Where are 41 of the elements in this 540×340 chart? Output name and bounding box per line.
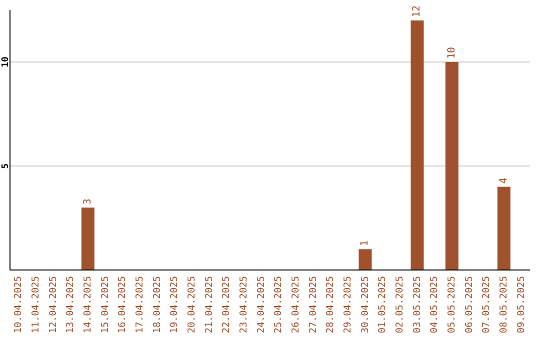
x-tick-label: 17.04.2025 xyxy=(134,276,146,334)
data-label: 4 xyxy=(498,178,510,184)
bar xyxy=(358,249,372,270)
data-label: 1 xyxy=(360,240,371,246)
x-tick-label: 25.04.2025 xyxy=(273,276,284,334)
x-tick-label: 06.05.2025 xyxy=(464,276,475,334)
x-tick-label: 13.04.2025 xyxy=(65,276,76,334)
x-tick-label: 23.04.2025 xyxy=(238,276,250,334)
x-tick-label: 24.04.2025 xyxy=(256,276,267,334)
y-tick-label: 5 xyxy=(1,163,11,169)
x-tick-label: 28.04.2025 xyxy=(325,276,336,334)
x-tick-label: 07.05.2025 xyxy=(481,276,492,334)
x-tick-label: 04.05.2025 xyxy=(429,276,440,334)
x-tick-label: 26.04.2025 xyxy=(290,276,302,334)
bar xyxy=(445,62,458,270)
x-tick-label: 18.04.2025 xyxy=(152,276,163,334)
x-tick-label: 05.05.2025 xyxy=(446,276,458,334)
x-tick-label: 03.05.2025 xyxy=(412,276,423,334)
x-tick-label: 12.04.2025 xyxy=(48,276,59,334)
x-tick-label: 10.04.2025 xyxy=(13,276,24,334)
x-tick-label: 30.04.2025 xyxy=(360,276,371,334)
x-tick-label: 08.05.2025 xyxy=(498,276,510,334)
x-tick-label: 22.04.2025 xyxy=(221,276,232,334)
x-tick-label: 21.04.2025 xyxy=(204,276,215,334)
x-tick-label: 29.04.2025 xyxy=(342,276,354,334)
x-tick-label: 27.04.2025 xyxy=(308,276,319,334)
bar xyxy=(410,20,424,270)
x-tick-label: 15.04.2025 xyxy=(100,276,111,334)
data-label: 12 xyxy=(412,5,423,18)
bar xyxy=(81,208,94,270)
x-tick-label: 14.04.2025 xyxy=(82,276,94,334)
x-tick-label: 02.05.2025 xyxy=(394,276,406,334)
x-tick-label: 11.04.2025 xyxy=(30,276,42,334)
x-tick-label: 01.05.2025 xyxy=(377,276,388,334)
data-label: 3 xyxy=(82,198,94,205)
x-tick-label: 09.05.2025 xyxy=(516,276,527,334)
x-tick-label: 16.04.2025 xyxy=(117,276,128,334)
x-tick-label: 19.04.2025 xyxy=(169,276,180,334)
x-tick-label: 20.04.2025 xyxy=(186,276,198,334)
data-label: 10 xyxy=(446,46,458,59)
bar xyxy=(497,186,510,270)
